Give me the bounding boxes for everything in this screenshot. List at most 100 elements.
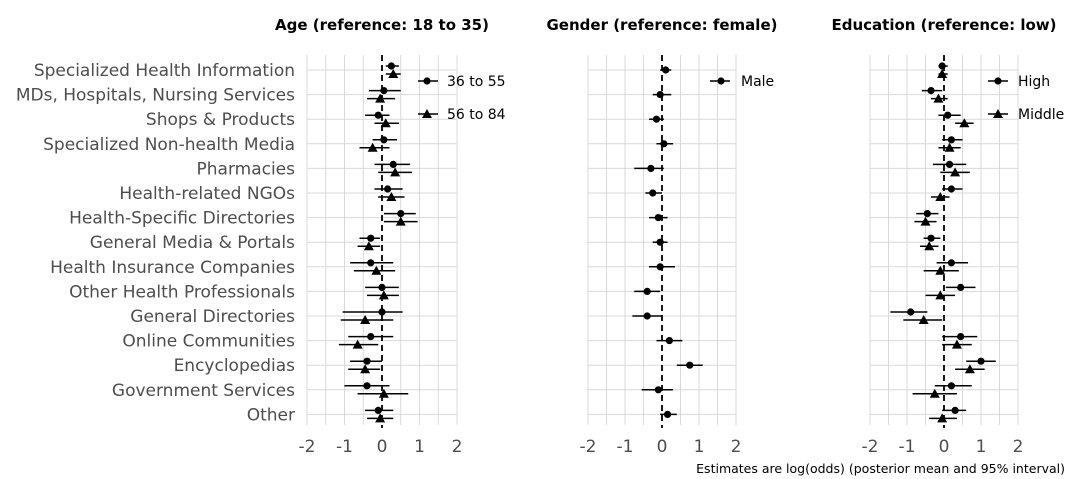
panel-title: Gender (reference: female)	[547, 16, 778, 34]
legend-label: Middle	[1018, 107, 1064, 123]
category-label-pharmacies: Pharmacies	[197, 159, 296, 179]
estimate-point	[656, 263, 664, 271]
estimate-point	[935, 265, 946, 275]
estimate-point	[686, 361, 694, 369]
category-label-online-communities: Online Communities	[122, 332, 295, 352]
estimate-point	[389, 160, 397, 168]
estimate-point	[374, 111, 382, 119]
estimate-point	[375, 413, 386, 423]
estimate-point	[918, 315, 929, 324]
estimate-point	[935, 290, 946, 300]
estimate-point	[367, 259, 375, 267]
estimate-point	[352, 339, 363, 349]
category-label-encyclopedias: Encyclopedias	[174, 356, 296, 376]
estimate-point	[384, 185, 392, 193]
legend-key-circle-icon	[423, 77, 431, 85]
legend-key-circle-icon	[717, 77, 725, 85]
estimate-point	[951, 339, 962, 349]
estimate-point	[647, 164, 655, 172]
estimate-point	[957, 333, 965, 341]
chart-caption: Estimates are log(odds) (posterior mean …	[696, 461, 1065, 476]
estimate-point	[944, 142, 955, 152]
estimate-point	[656, 238, 664, 246]
estimate-point	[938, 62, 946, 70]
estimate-point	[959, 118, 970, 128]
legend-key-circle-icon	[994, 77, 1002, 85]
estimate-point	[654, 386, 662, 394]
estimate-point	[375, 93, 386, 103]
x-tick-label: 2	[1013, 437, 1024, 457]
panel-2: Gender (reference: female) -2 -1 0 1 2 Male	[547, 16, 778, 457]
estimate-point	[388, 69, 399, 78]
x-tick-label: -1	[617, 437, 634, 457]
estimate-point	[652, 115, 661, 123]
estimate-point	[378, 283, 386, 291]
panels: Age (reference: 18 to 35) -2 -1 0 1 2 36 to 55…	[275, 16, 1064, 457]
category-label-health-insurance-companies: Health Insurance Companies	[50, 258, 295, 278]
legend-key-triangle-icon	[422, 109, 432, 118]
estimate-point	[947, 185, 956, 193]
estimate-point	[643, 287, 651, 295]
estimate-point	[654, 214, 662, 222]
estimate-point	[656, 91, 664, 99]
x-tick-label: 2	[731, 437, 742, 457]
estimate-point	[643, 312, 651, 320]
estimate-point	[935, 192, 946, 201]
estimate-point	[363, 382, 371, 390]
estimate-point	[378, 388, 389, 398]
x-tick-label: 0	[939, 437, 950, 457]
category-labels: Specialized Health Information MDs, Hospi…	[16, 61, 295, 425]
estimate-point	[363, 241, 374, 251]
x-tick-label: -1	[336, 437, 353, 457]
estimate-point	[927, 234, 935, 242]
estimate-point	[367, 234, 375, 242]
legend-label: Male	[741, 74, 774, 90]
category-label-general-media-portals: General Media & Portals	[90, 233, 295, 253]
estimate-point	[378, 290, 389, 300]
estimate-point	[937, 413, 948, 423]
estimate-point	[933, 93, 944, 103]
estimate-point	[937, 69, 948, 78]
estimate-point	[380, 136, 388, 144]
estimate-point	[929, 388, 940, 398]
x-tick-label: -2	[862, 437, 879, 457]
x-tick-label: 1	[414, 437, 425, 457]
estimate-point	[660, 140, 668, 148]
estimate-point	[662, 66, 670, 74]
panel-1: Age (reference: 18 to 35) -2 -1 0 1 2 36 to 55…	[275, 16, 506, 457]
category-label-health-related-ngos: Health-related NGOs	[119, 184, 295, 204]
estimate-point	[649, 189, 657, 197]
estimate-point	[397, 210, 405, 218]
estimate-point	[360, 364, 371, 374]
legend-label: 36 to 55	[447, 74, 506, 90]
estimate-point	[907, 308, 915, 316]
panel-title: Age (reference: 18 to 35)	[275, 16, 489, 34]
estimate-point	[395, 216, 406, 226]
x-tick-label: 1	[694, 437, 705, 457]
estimate-point	[390, 167, 401, 177]
estimate-point	[380, 87, 388, 95]
estimate-point	[977, 357, 985, 365]
estimate-point	[947, 259, 956, 267]
estimate-point	[947, 136, 956, 144]
x-tick-label: 0	[377, 437, 388, 457]
estimate-point	[663, 410, 672, 418]
panel-title: Education (reference: low)	[831, 16, 1056, 34]
category-label-health-specific-directories: Health-Specific Directories	[69, 209, 295, 229]
legend-key-triangle-icon	[993, 109, 1003, 118]
category-label-government-services: Government Services	[112, 381, 295, 401]
x-tick-label: 0	[657, 437, 668, 457]
category-label-general-directories: General Directories	[130, 307, 295, 327]
estimate-point	[367, 333, 375, 341]
estimate-point	[371, 265, 382, 275]
estimate-point	[363, 357, 371, 365]
estimate-point	[945, 160, 954, 168]
estimate-point	[924, 241, 935, 251]
estimate-point	[386, 192, 397, 201]
category-label-specialized-health-information: Specialized Health Information	[34, 61, 295, 81]
x-tick-label: -1	[899, 437, 916, 457]
estimate-point	[951, 406, 959, 414]
x-tick-label: 2	[452, 437, 463, 457]
estimate-point	[923, 210, 931, 218]
